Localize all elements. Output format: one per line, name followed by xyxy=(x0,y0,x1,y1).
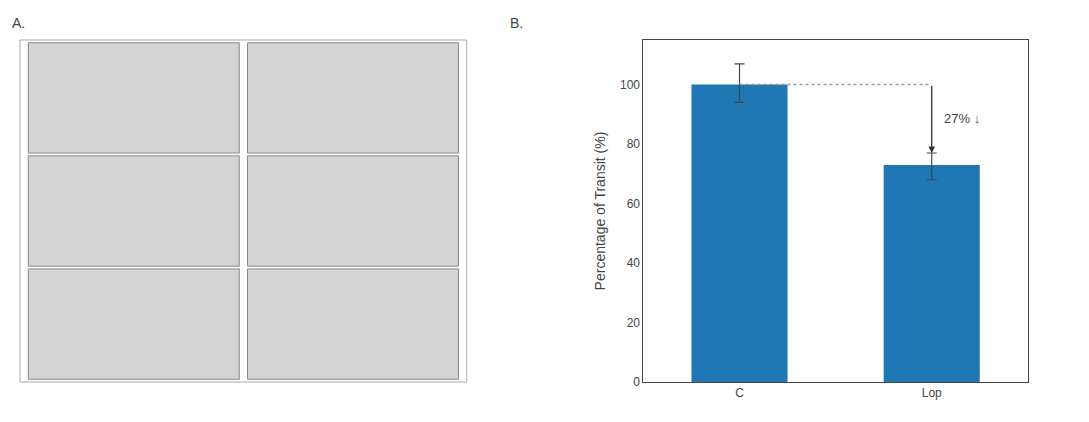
svg-text:Percentage of Transit (%): Percentage of Transit (%) xyxy=(592,132,608,291)
svg-text:27% ↓: 27% ↓ xyxy=(944,111,980,126)
svg-text:40: 40 xyxy=(627,256,641,270)
svg-text:C: C xyxy=(735,386,744,400)
svg-text:60: 60 xyxy=(627,197,641,211)
svg-text:0: 0 xyxy=(633,375,640,389)
svg-text:100: 100 xyxy=(620,78,640,92)
svg-text:B.: B. xyxy=(510,15,523,31)
svg-text:80: 80 xyxy=(627,137,641,151)
svg-text:20: 20 xyxy=(627,316,641,330)
svg-text:A.: A. xyxy=(12,15,25,31)
svg-text:Lop: Lop xyxy=(922,386,942,400)
